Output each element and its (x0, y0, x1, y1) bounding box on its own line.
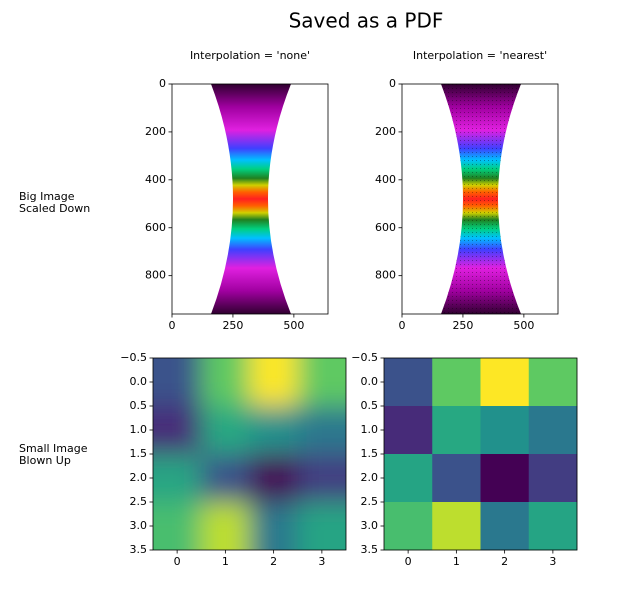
x-tick-label: 2 (501, 555, 508, 568)
cell (153, 358, 202, 407)
y-tick-label: 1.0 (361, 423, 379, 436)
row-label: Big Image (19, 190, 75, 203)
cell (480, 454, 530, 503)
cell (480, 406, 530, 455)
y-tick-label: −0.5 (120, 351, 147, 364)
cell (384, 502, 433, 551)
row-label: Blown Up (19, 454, 71, 467)
x-tick-label: 0 (169, 319, 176, 332)
y-tick-label: 2.0 (361, 471, 379, 484)
y-tick-label: 0.0 (130, 375, 148, 388)
cell (297, 406, 346, 455)
y-tick-label: 600 (145, 221, 166, 234)
cell (153, 502, 202, 550)
image (211, 84, 291, 314)
y-tick-label: 600 (375, 221, 396, 234)
y-tick-label: 0.0 (361, 375, 379, 388)
y-tick-label: 3.0 (130, 519, 148, 532)
y-tick-label: 200 (375, 125, 396, 138)
x-tick-label: 2 (270, 555, 277, 568)
x-tick-label: 250 (452, 319, 473, 332)
cell (249, 358, 299, 407)
axes-title: Interpolation = 'none' (190, 49, 310, 62)
cell (480, 502, 530, 551)
y-tick-label: −0.5 (351, 351, 378, 364)
cell (249, 502, 299, 550)
cell (432, 502, 481, 551)
y-tick-label: 400 (375, 173, 396, 186)
cell (153, 454, 202, 503)
x-tick-label: 1 (222, 555, 229, 568)
y-tick-label: 0 (389, 77, 396, 90)
cell (384, 358, 433, 407)
y-tick-label: 800 (375, 269, 396, 282)
cell (384, 406, 433, 455)
axes-title: Interpolation = 'nearest' (413, 49, 547, 62)
y-tick-label: 1.5 (130, 447, 148, 460)
cell (432, 358, 481, 407)
cell (201, 502, 250, 550)
heatmap-cells (153, 358, 346, 550)
cell (528, 454, 578, 503)
image-texture (441, 84, 521, 314)
y-tick-label: 1.0 (130, 423, 148, 436)
cell (249, 406, 299, 455)
axes-frame (401, 83, 559, 315)
cell (528, 406, 578, 455)
x-tick-label: 0 (405, 555, 412, 568)
cell (201, 406, 250, 455)
x-tick-label: 3 (549, 555, 556, 568)
cell (480, 358, 530, 407)
cell (297, 358, 346, 407)
heatmap (153, 358, 346, 550)
x-tick-label: 500 (283, 319, 304, 332)
y-tick-label: 200 (145, 125, 166, 138)
y-tick-label: 3.0 (361, 519, 379, 532)
cell (201, 454, 250, 503)
y-tick-label: 0.5 (130, 399, 148, 412)
y-tick-label: 1.5 (361, 447, 379, 460)
y-tick-label: 2.0 (130, 471, 148, 484)
cell (384, 454, 433, 503)
row-label: Scaled Down (19, 202, 90, 215)
heatmap (384, 358, 578, 551)
cell (249, 454, 299, 503)
x-tick-label: 3 (318, 555, 325, 568)
x-tick-label: 500 (513, 319, 534, 332)
y-tick-label: 400 (145, 173, 166, 186)
y-tick-label: 0.5 (361, 399, 379, 412)
x-tick-label: 0 (399, 319, 406, 332)
cell (528, 502, 578, 551)
cell (432, 454, 481, 503)
cell (297, 502, 346, 550)
cell (432, 406, 481, 455)
y-tick-label: 800 (145, 269, 166, 282)
y-tick-label: 2.5 (130, 495, 148, 508)
y-tick-label: 0 (159, 77, 166, 90)
x-tick-label: 1 (453, 555, 460, 568)
y-tick-label: 2.5 (361, 495, 379, 508)
x-tick-label: 0 (174, 555, 181, 568)
row-label: Small Image (19, 442, 88, 455)
figure-title: Saved as a PDF (289, 9, 444, 33)
axes-frame (171, 83, 329, 315)
cell (528, 358, 578, 407)
cell (201, 358, 250, 407)
y-tick-label: 3.5 (361, 543, 379, 556)
cell (153, 406, 202, 455)
x-tick-label: 250 (222, 319, 243, 332)
y-tick-label: 3.5 (130, 543, 148, 556)
cell (297, 454, 346, 503)
